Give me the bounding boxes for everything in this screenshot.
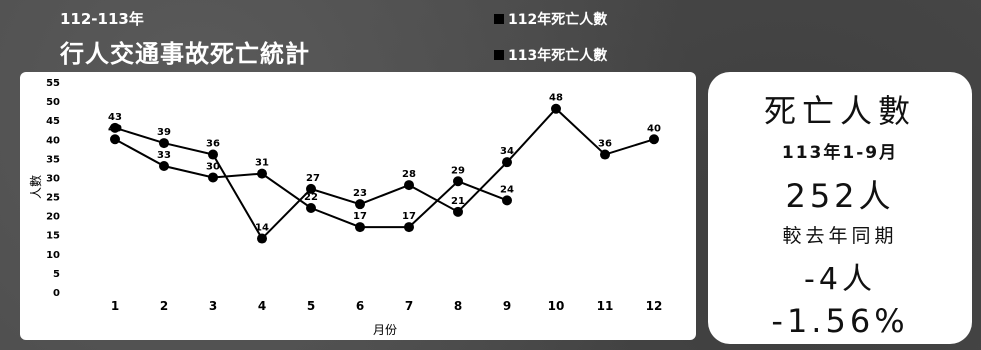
legend-swatch-112 bbox=[494, 14, 504, 24]
x-axis-label: 月份 bbox=[373, 323, 397, 337]
legend: 112年死亡人數 113年死亡人數 bbox=[494, 8, 607, 80]
x-tick-label: 3 bbox=[209, 299, 217, 313]
y-tick-label: 35 bbox=[46, 154, 60, 165]
chart-title: 行人交通事故死亡統計 bbox=[60, 40, 310, 68]
y-axis-label: 人數 bbox=[29, 175, 43, 199]
x-tick-label: 8 bbox=[454, 299, 462, 313]
data-point bbox=[404, 180, 414, 191]
y-tick-label: 20 bbox=[46, 212, 60, 223]
data-label: 29 bbox=[451, 165, 465, 176]
data-point bbox=[649, 134, 659, 145]
data-point bbox=[502, 195, 512, 206]
x-tick-label: 7 bbox=[405, 299, 413, 313]
stats-compare-label: 較去年同期 bbox=[782, 225, 898, 247]
legend-swatch-113 bbox=[494, 50, 504, 60]
data-point bbox=[306, 183, 316, 194]
x-tick-label: 11 bbox=[597, 299, 614, 313]
legend-item-112: 112年死亡人數 bbox=[494, 8, 607, 30]
data-label: 17 bbox=[353, 211, 367, 222]
data-point bbox=[208, 172, 218, 183]
data-label: 23 bbox=[353, 188, 367, 199]
chart-panel: 0 5 10 15 20 25 30 35 40 45 50 55 1 2 3 4 5 6 7 8 9 10 11 12 月份人… bbox=[20, 72, 696, 340]
stats-period: 113年1-9月 bbox=[781, 143, 899, 163]
data-point bbox=[208, 149, 218, 160]
y-tick-label: 15 bbox=[46, 231, 60, 242]
data-label: 36 bbox=[206, 139, 220, 150]
data-point bbox=[257, 168, 267, 179]
x-tick-label: 4 bbox=[258, 299, 266, 313]
data-point bbox=[600, 149, 610, 160]
y-tick-label: 25 bbox=[46, 193, 60, 204]
stats-diff: -4人 bbox=[804, 262, 876, 297]
data-point bbox=[355, 199, 365, 210]
data-label: 21 bbox=[451, 196, 465, 207]
data-label: 24 bbox=[500, 184, 514, 195]
data-label: 27 bbox=[306, 173, 320, 184]
x-tick-label: 5 bbox=[307, 299, 315, 313]
data-point bbox=[306, 203, 316, 213]
stats-total: 252人 bbox=[785, 177, 895, 215]
data-label: 39 bbox=[157, 127, 171, 138]
series-line-0 bbox=[114, 107, 655, 241]
x-tick-label: 1 bbox=[111, 299, 119, 313]
legend-label-112: 112年死亡人數 bbox=[508, 12, 608, 28]
x-tick-label: 6 bbox=[356, 299, 364, 313]
y-tick-label: 40 bbox=[46, 135, 60, 146]
x-tick-label: 10 bbox=[548, 299, 565, 313]
stats-panel: 死亡人數 113年1-9月 252人 較去年同期 -4人 -1.56% bbox=[708, 72, 972, 344]
data-point bbox=[502, 157, 512, 168]
y-tick-label: 30 bbox=[46, 173, 60, 184]
data-label: 48 bbox=[549, 93, 563, 104]
y-tick-label: 0 bbox=[53, 288, 60, 299]
data-point bbox=[159, 161, 169, 171]
y-tick-label: 5 bbox=[53, 269, 60, 280]
data-label: 28 bbox=[402, 169, 416, 180]
x-tick-label: 12 bbox=[646, 299, 663, 313]
stats-heading: 死亡人數 bbox=[763, 92, 916, 130]
y-tick-label: 10 bbox=[46, 250, 60, 261]
data-label: 36 bbox=[598, 139, 612, 150]
stats-pct: -1.56% bbox=[771, 302, 909, 340]
data-label: 43 bbox=[108, 112, 122, 123]
legend-label-113: 113年死亡人數 bbox=[508, 48, 608, 64]
y-tick-label: 45 bbox=[46, 116, 60, 127]
data-point bbox=[453, 206, 463, 217]
chart-subtitle: 112-113年 bbox=[60, 10, 144, 28]
y-tick-label: 55 bbox=[46, 78, 60, 89]
data-point bbox=[355, 222, 365, 233]
data-point bbox=[159, 138, 169, 149]
data-label: 31 bbox=[255, 158, 269, 169]
data-point bbox=[404, 222, 414, 233]
data-point bbox=[551, 103, 561, 114]
data-label: 14 bbox=[255, 223, 269, 234]
data-label: 22 bbox=[304, 192, 318, 203]
x-tick-label: 9 bbox=[503, 299, 511, 313]
data-label: 34 bbox=[500, 146, 514, 157]
data-label: 40 bbox=[647, 123, 661, 134]
data-point bbox=[257, 233, 267, 244]
legend-item-113: 113年死亡人數 bbox=[494, 44, 607, 66]
data-point bbox=[110, 134, 120, 145]
data-label: 33 bbox=[157, 150, 171, 161]
data-label: 17 bbox=[402, 211, 416, 222]
data-point bbox=[453, 176, 463, 187]
y-tick-label: 50 bbox=[46, 97, 60, 108]
data-point bbox=[110, 122, 120, 133]
data-label: 40 bbox=[108, 123, 122, 134]
x-tick-label: 2 bbox=[160, 299, 168, 313]
data-label: 30 bbox=[206, 161, 220, 172]
